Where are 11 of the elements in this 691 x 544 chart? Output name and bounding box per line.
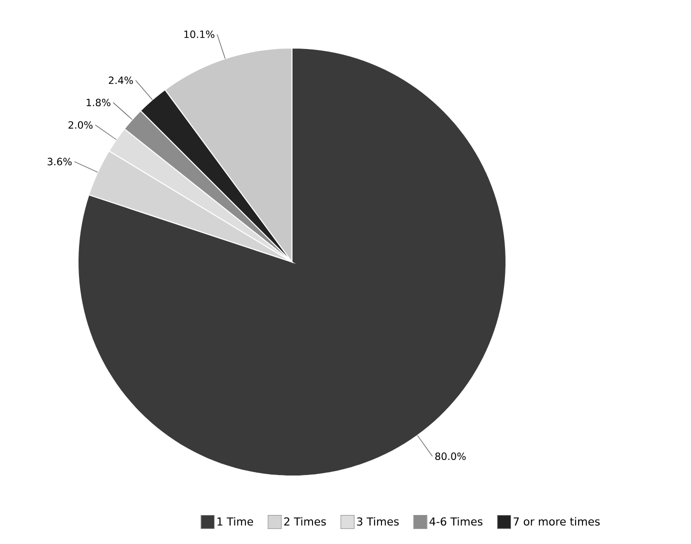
legend-label: 4-6 Times [430,517,482,526]
data-label: 10.1% [184,30,214,38]
data-label: 3.6% [48,158,72,166]
data-label: 1.8% [86,98,110,106]
legend-label: 2 Times [284,517,326,526]
legend-label: 1 Time [218,517,254,526]
legend-label: 7 or more times [514,517,600,526]
data-label: 2.4% [108,76,133,84]
data-label: 2.0% [68,121,93,129]
legend-label: 3 Times [357,517,399,526]
data-label: 80.0% [435,452,466,460]
